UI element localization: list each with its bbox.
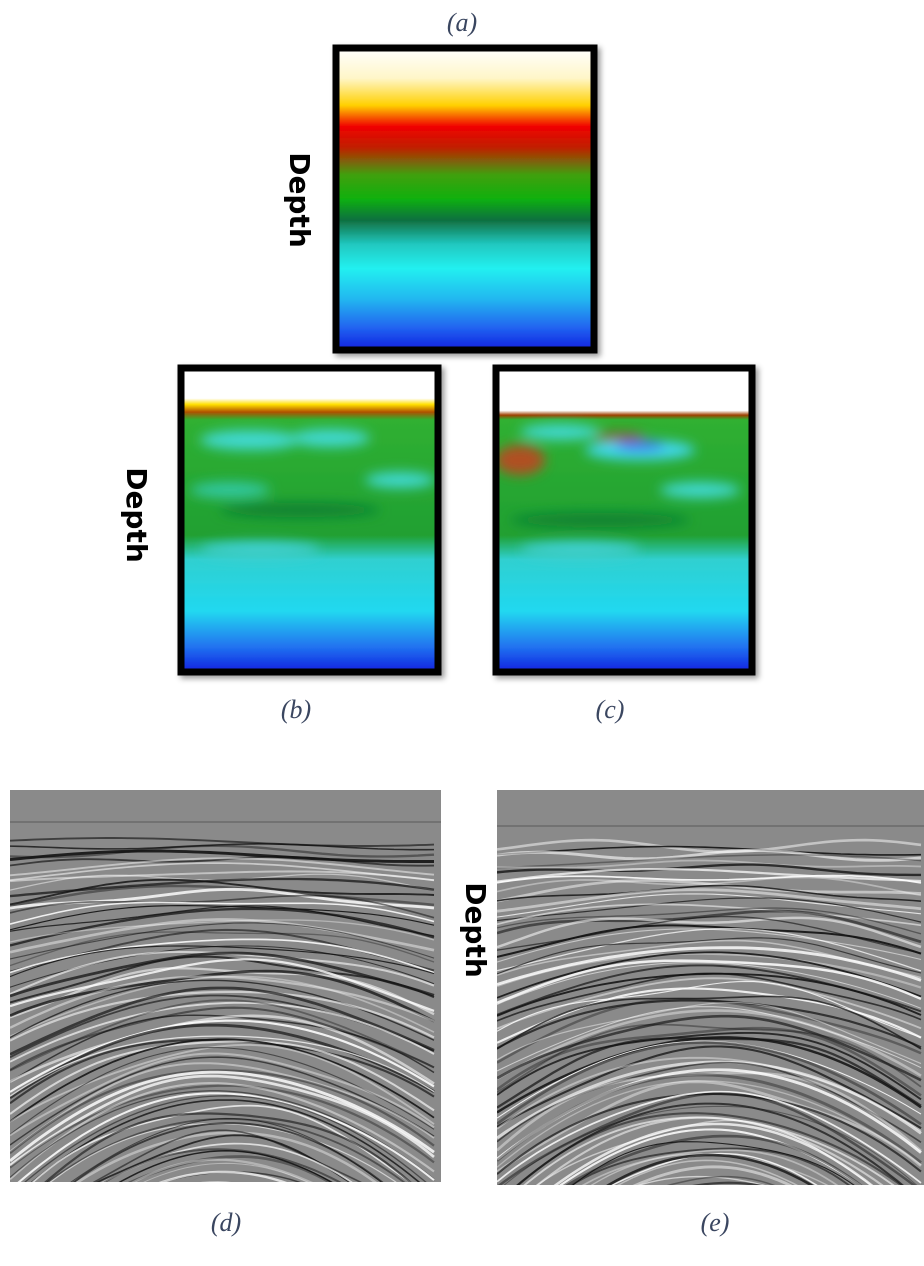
figure: (a) Depth Depth (b) (c) (d) Depth (e) — [0, 0, 924, 1266]
velocity-model — [181, 368, 438, 672]
panel-label: (c) — [596, 695, 625, 724]
panel-label: (a) — [447, 8, 477, 37]
axis-label: Depth — [120, 467, 153, 563]
axis-label: Depth — [459, 882, 492, 978]
panel-label: (d) — [211, 1208, 241, 1237]
axis-label: Depth — [283, 152, 316, 248]
panel-label: (b) — [281, 695, 311, 724]
velocity-model — [336, 48, 594, 350]
panel-label: (e) — [701, 1208, 730, 1237]
